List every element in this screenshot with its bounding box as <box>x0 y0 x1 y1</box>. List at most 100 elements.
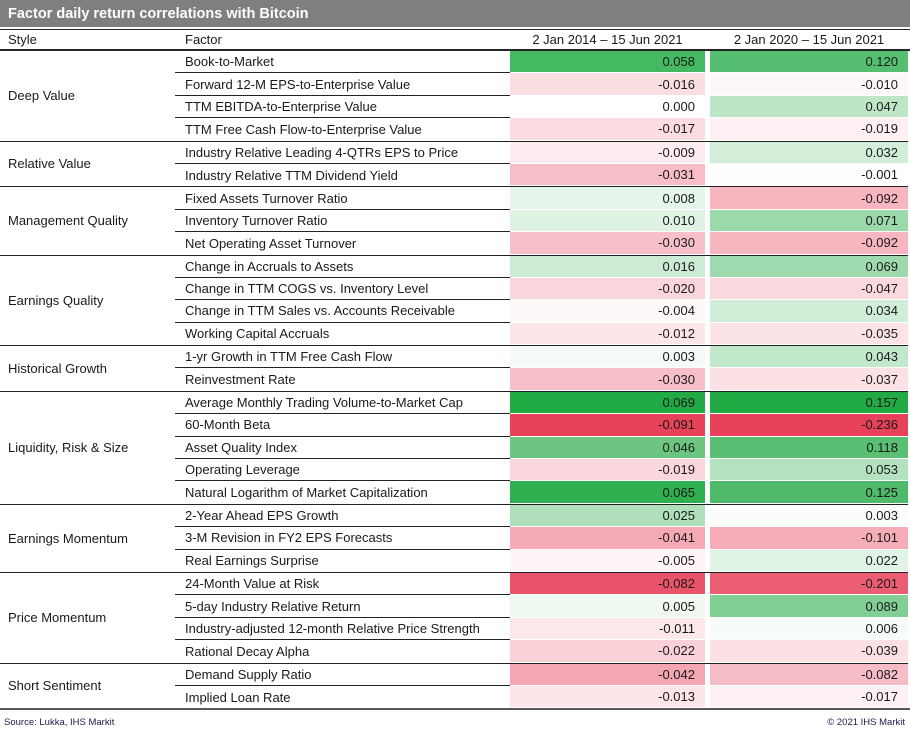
factor-name: Operating Leverage <box>175 459 510 482</box>
correlation-value-period1: -0.016 <box>510 73 705 96</box>
correlation-value-period1: -0.042 <box>510 663 705 686</box>
correlation-value-period1: 0.003 <box>510 346 705 369</box>
table-header-row: Style Factor 2 Jan 2014 – 15 Jun 2021 2 … <box>0 29 910 51</box>
correlation-value-period1: -0.082 <box>510 572 705 596</box>
table-row: Reinvestment Rate -0.030 -0.037 <box>175 368 908 391</box>
table-row: TTM EBITDA-to-Enterprise Value 0.000 0.047 <box>175 95 908 119</box>
correlation-value-period2: 0.089 <box>710 595 908 618</box>
factor-name: Industry Relative TTM Dividend Yield <box>185 167 398 183</box>
correlation-value-period2: -0.092 <box>710 187 908 210</box>
style-group: Liquidity, Risk & Size Average Monthly Tr… <box>0 390 908 504</box>
factor-name: Reinvestment Rate <box>185 372 296 388</box>
factor-name: Change in TTM Sales vs. Accounts Receiva… <box>175 300 510 323</box>
factor-name: Forward 12-M EPS-to-Enterprise Value <box>175 73 510 96</box>
factor-name: 60-Month Beta <box>175 414 510 437</box>
style-label: Management Quality <box>0 186 175 254</box>
column-header-factor: Factor <box>185 32 222 47</box>
style-label: Liquidity, Risk & Size <box>0 390 175 504</box>
factor-name: Rational Decay Alpha <box>185 643 310 659</box>
correlation-value-period1: -0.017 <box>510 118 705 141</box>
column-header-period1: 2 Jan 2014 – 15 Jun 2021 <box>532 32 683 47</box>
table-row: TTM Free Cash Flow-to-Enterprise Value -0… <box>175 118 908 141</box>
correlation-value-period1: 0.000 <box>510 95 705 119</box>
correlation-value-period2: -0.035 <box>710 322 908 346</box>
style-label: Deep Value <box>8 88 75 104</box>
style-group: Earnings Momentum 2-Year Ahead EPS Growth… <box>0 503 908 572</box>
factor-name: Average Monthly Trading Volume-to-Market… <box>175 392 510 415</box>
table-row: 2-Year Ahead EPS Growth 0.025 0.003 <box>175 504 908 528</box>
correlation-value-period2: 0.053 <box>710 459 908 482</box>
correlation-value-period1: -0.019 <box>510 459 705 482</box>
correlation-value-period2: 0.047 <box>710 95 908 119</box>
correlation-value-period2: -0.047 <box>710 277 908 301</box>
correlation-value-period1: -0.011 <box>510 617 705 641</box>
correlation-value-period2: 0.032 <box>710 141 908 164</box>
factor-name: Working Capital Accruals <box>185 326 330 342</box>
correlation-value-period1: -0.041 <box>510 527 705 550</box>
style-label: Relative Value <box>0 140 175 187</box>
correlation-value-period2: -0.092 <box>710 232 908 255</box>
correlation-value-period1: 0.010 <box>510 209 705 233</box>
correlation-value-period1: -0.012 <box>510 322 705 346</box>
style-group: Short Sentiment Demand Supply Ratio -0.042… <box>0 662 908 709</box>
correlation-value-period1: -0.005 <box>510 549 705 572</box>
correlation-value-period2: -0.039 <box>710 640 908 663</box>
correlation-value-period2: -0.101 <box>710 527 908 550</box>
table-row: 3-M Revision in FY2 EPS Forecasts -0.041-… <box>175 527 908 550</box>
correlation-value-period1: -0.004 <box>510 300 705 323</box>
factor-name: Change in TTM COGS vs. Inventory Level <box>175 278 510 301</box>
style-label: Earnings Momentum <box>0 503 175 572</box>
table-row: 24-Month Value at Risk -0.082 -0.201 <box>175 572 908 596</box>
correlation-value-period2: -0.017 <box>710 685 908 709</box>
factor-name: Net Operating Asset Turnover <box>185 235 357 251</box>
footer-divider <box>0 708 910 711</box>
factor-rows: 1-yr Growth in TTM Free Cash Flow 0.003 0.… <box>175 345 908 391</box>
style-group: Historical Growth 1-yr Growth in TTM Free… <box>0 345 908 391</box>
page-title: Factor daily return correlations with Bi… <box>8 5 309 22</box>
table-row: Inventory Turnover Ratio 0.010 0.071 <box>175 209 908 233</box>
correlation-value-period1: 0.016 <box>510 255 705 278</box>
correlation-value-period2: -0.037 <box>710 368 908 391</box>
style-group: Relative Value Industry Relative Leading … <box>0 140 908 187</box>
style-label: Historical Growth <box>0 345 175 391</box>
correlation-value-period2: -0.201 <box>710 572 908 596</box>
table-row: Change in Accruals to Assets 0.016 0.069 <box>175 255 908 278</box>
table-row: Change in TTM COGS vs. Inventory Level -0… <box>175 277 908 301</box>
correlation-value-period1: -0.031 <box>510 163 705 187</box>
table-row: Fixed Assets Turnover Ratio 0.008 -0.092 <box>175 187 908 210</box>
correlation-value-period1: 0.069 <box>510 391 705 415</box>
correlation-value-period1: 0.008 <box>510 187 705 210</box>
factor-name: Fixed Assets Turnover Ratio <box>175 187 510 210</box>
correlation-value-period1: 0.058 <box>510 51 705 74</box>
table-row: Operating Leverage -0.019 0.053 <box>175 459 908 482</box>
correlation-value-period2: -0.010 <box>710 73 908 96</box>
table-row: Implied Loan Rate -0.013 -0.017 <box>175 685 908 709</box>
factor-name: Inventory Turnover Ratio <box>175 210 510 233</box>
factor-name: TTM EBITDA-to-Enterprise Value <box>175 96 510 119</box>
factor-name: 1-yr Growth in TTM Free Cash Flow <box>175 346 510 369</box>
correlation-value-period1: -0.020 <box>510 277 705 301</box>
correlation-value-period2: -0.001 <box>710 163 908 187</box>
factor-rows: 24-Month Value at Risk -0.082 -0.201 5-day … <box>175 571 908 663</box>
correlation-value-period2: 0.022 <box>710 549 908 572</box>
correlation-table-body: Deep Value Book-to-Market 0.058 0.120 Forwar… <box>0 51 908 709</box>
factor-rows: Fixed Assets Turnover Ratio 0.008 -0.092 In… <box>175 186 908 255</box>
style-label: Earnings Quality <box>0 254 175 346</box>
table-row: Book-to-Market 0.058 0.120 <box>175 51 908 74</box>
correlation-value-period2: 0.118 <box>710 436 908 460</box>
style-group: Management Quality Fixed Assets Turnover … <box>0 186 908 255</box>
factor-rows: Average Monthly Trading Volume-to-Market… <box>175 390 908 504</box>
factor-name: 24-Month Value at Risk <box>175 573 510 596</box>
column-header-period2: 2 Jan 2020 – 15 Jun 2021 <box>733 32 885 47</box>
factor-name: Asset Quality Index <box>175 437 510 460</box>
correlation-value-period1: 0.005 <box>510 595 705 618</box>
correlation-value-period2: -0.019 <box>710 118 908 141</box>
correlation-value-period2: -0.082 <box>710 663 908 686</box>
correlation-value-period1: -0.009 <box>510 141 705 164</box>
correlation-value-period1: -0.022 <box>510 640 705 663</box>
style-group: Deep Value Book-to-Market 0.058 0.120 Forwar… <box>0 51 908 141</box>
table-row: Asset Quality Index 0.046 0.118 <box>175 436 908 460</box>
footer: Source: Lukka, IHS Markit © 2021 IHS Mar… <box>0 710 910 728</box>
copyright-note: © 2021 IHS Markit <box>827 717 905 729</box>
correlation-value-period1: -0.030 <box>510 232 705 255</box>
